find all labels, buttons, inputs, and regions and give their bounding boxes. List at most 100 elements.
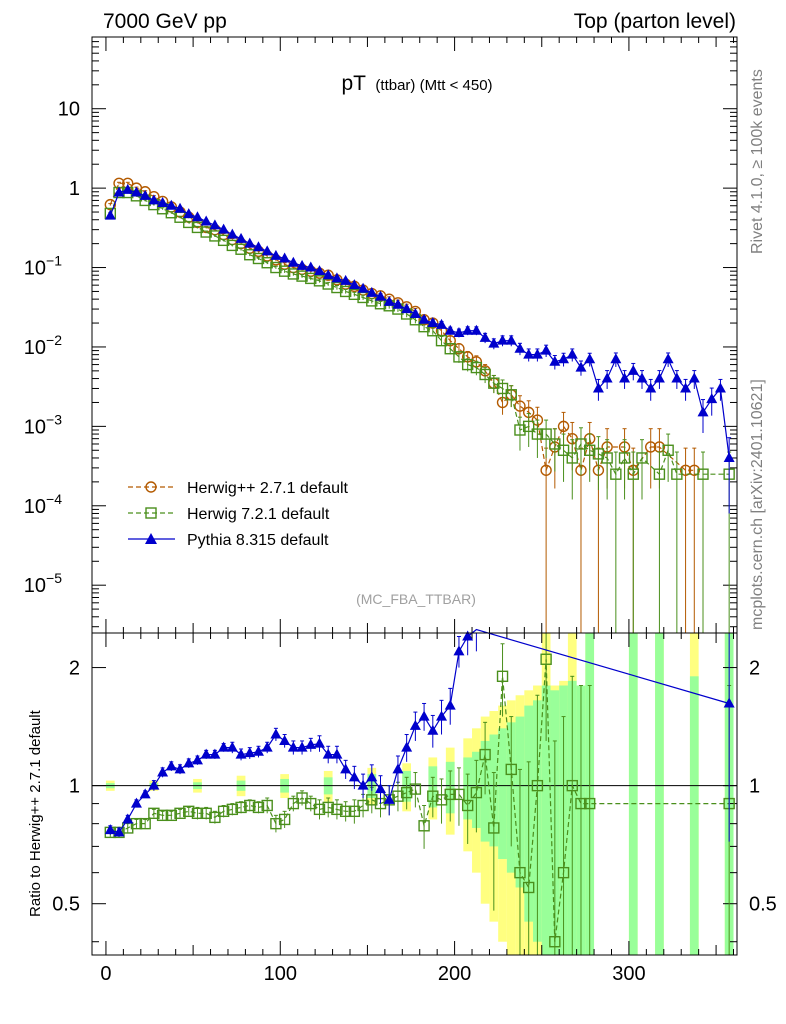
header-right: Top (parton level) [574, 10, 736, 33]
ratio-ytick-labels: 0.5 0.5 1 1 2 2 [52, 658, 777, 916]
main-point-triangle [706, 393, 718, 404]
main-point-triangle [610, 353, 622, 364]
main-point-triangle [453, 326, 465, 337]
main-point-triangle [313, 265, 325, 276]
main-ytick-base: 10 [24, 496, 46, 518]
main-point-triangle [130, 186, 142, 197]
ratio-point-square [244, 799, 256, 812]
main-point-circle [104, 198, 117, 211]
legend: Herwig++ 2.7.1 default Herwig 7.2.1 defa… [128, 480, 349, 549]
ratio-point-square [139, 817, 151, 830]
ratio-point-triangle [313, 737, 325, 748]
main-ytick-exp: −2 [46, 332, 62, 348]
main-ytick-label: 10−2 [24, 332, 62, 359]
ratio-point-triangle [427, 724, 439, 735]
ratio-point-square [496, 670, 509, 683]
main-point-triangle [523, 348, 535, 359]
main-point-square [671, 468, 683, 480]
main-point-triangle [470, 324, 482, 335]
ratio-point-triangle [296, 741, 308, 752]
ratio-band-bin [628, 633, 638, 955]
ratio-point-square [418, 820, 430, 832]
main-point-square [583, 444, 596, 456]
main-point-triangle [409, 307, 421, 318]
main-point-square [653, 468, 666, 480]
ratio-point-square [522, 881, 535, 894]
ratio-point-triangle [392, 763, 404, 774]
ratio-band-bin [541, 685, 551, 955]
main-point-square [270, 261, 282, 274]
ratio-point-square [183, 805, 195, 818]
ratio-ytick-label-left: 0.5 [52, 894, 80, 916]
main-point-square [339, 285, 352, 298]
main-point-triangle [645, 382, 657, 393]
ratio-point-triangle [331, 748, 343, 759]
legend-item-herwigpp: Herwig++ 2.7.1 default [128, 480, 349, 497]
main-title-sub: (ttbar) (Mtt < 450) [375, 77, 492, 94]
ratio-point-square [130, 817, 143, 830]
ratio-point-triangle [462, 630, 474, 641]
main-point-square [305, 272, 317, 285]
ratio-point-square [313, 803, 326, 816]
main-ytick-label: 10−4 [24, 491, 62, 518]
main-point-triangle [174, 202, 186, 213]
main-point-triangle [636, 372, 648, 383]
main-series-0 [104, 177, 700, 633]
main-point-square [226, 239, 239, 252]
main-point-triangle [375, 290, 387, 301]
ratio-point-square [409, 783, 422, 795]
main-ytick-base: 10 [24, 575, 46, 597]
ratio-band-bin [655, 633, 664, 955]
ratio-point-triangle [130, 797, 142, 808]
ratio-point-square [156, 809, 169, 822]
ratio-point-square [531, 779, 544, 792]
main-point-triangle [497, 334, 509, 345]
ratio-xtick-label: 200 [438, 963, 471, 985]
main-point-square [627, 468, 639, 480]
main-point-square [200, 226, 212, 238]
ratio-point-square [209, 811, 221, 824]
main-point-square [549, 438, 561, 450]
ratio-point-square [174, 807, 186, 820]
main-point-triangle [714, 382, 726, 393]
ratio-point-triangle [165, 760, 177, 771]
main-point-triangle [531, 348, 543, 359]
ratio-point-triangle [348, 771, 360, 782]
main-series-layer [104, 177, 735, 633]
ratio-point-square [348, 805, 361, 818]
ratio-point-square [505, 763, 517, 776]
ratio-point-square [427, 790, 439, 802]
ratio-xtick-labels: 0 100 200 300 [100, 963, 645, 985]
main-point-square [453, 351, 465, 363]
ratio-panel: Ratio to Herwig++ 2.7.1 default 0.5 0.5 1 1… [27, 628, 777, 985]
ratio-band-bin [689, 676, 699, 955]
main-point-circle [679, 464, 692, 476]
main-point-triangle [322, 269, 334, 280]
ratio-point-triangle [235, 748, 247, 759]
main-series-1 [104, 186, 735, 633]
main-point-triangle [662, 353, 674, 364]
ratio-point-triangle [252, 745, 264, 756]
ratio-point-triangle [366, 771, 378, 782]
ratio-point-square [200, 807, 212, 820]
ratio-point-square [514, 866, 526, 879]
ratio-point-square [252, 801, 265, 814]
main-point-square [610, 468, 622, 480]
legend-marker-herwig7 [145, 507, 157, 519]
main-point-square [348, 288, 361, 301]
main-point-triangle [209, 219, 221, 230]
main-ytick-base: 10 [24, 337, 46, 359]
ratio-point-triangle [322, 748, 334, 759]
main-ytick-label: 10 [58, 99, 80, 121]
main-point-triangle [462, 324, 474, 335]
main-ytick-label: 1 [69, 178, 80, 200]
ratio-point-square [549, 936, 561, 948]
ratio-point-square [540, 653, 552, 665]
rivet-label: Rivet 4.1.0, ≥ 100k events [749, 69, 766, 254]
main-point-triangle [279, 252, 291, 263]
main-point-square [514, 424, 526, 436]
main-point-triangle [383, 295, 395, 306]
main-point-square [505, 389, 517, 401]
ratio-point-triangle [340, 763, 352, 774]
ratio-point-square [165, 809, 178, 822]
